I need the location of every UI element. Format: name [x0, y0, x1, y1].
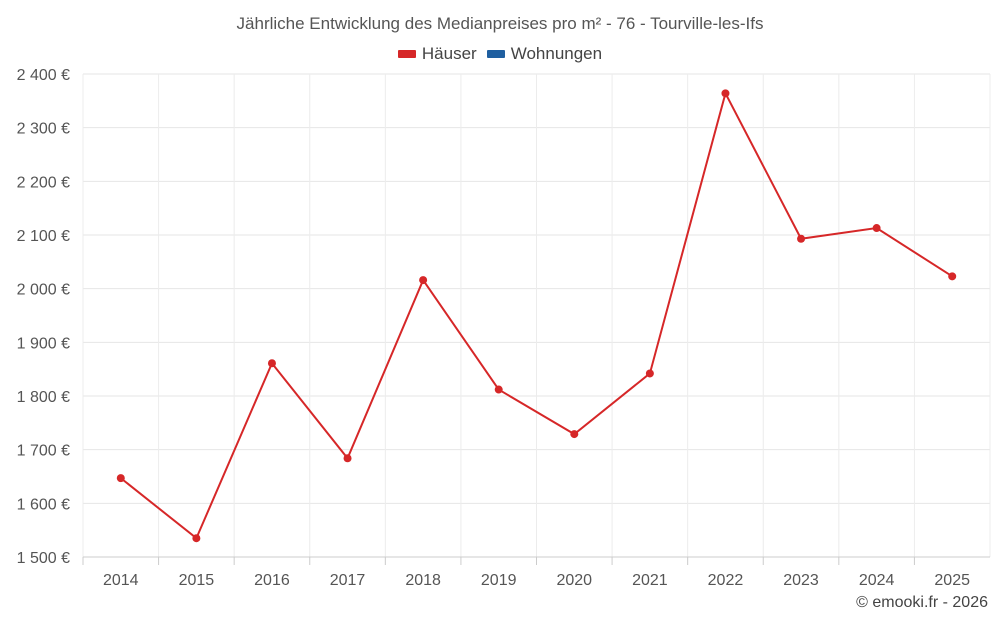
- legend-label-haeuser: Häuser: [421, 44, 477, 63]
- series-line-0: [120, 90, 953, 540]
- x-tick-label: 2024: [859, 572, 895, 589]
- x-tick-label: 2022: [708, 572, 744, 589]
- y-tick-label: 2 200 €: [17, 174, 70, 191]
- data-point: [797, 234, 806, 243]
- x-tick-label: 2025: [934, 572, 970, 589]
- data-point: [872, 224, 881, 233]
- x-tick-label: 2016: [254, 572, 290, 589]
- y-tick-label: 2 000 €: [17, 282, 70, 299]
- y-tick-label: 1 600 €: [17, 496, 70, 513]
- data-point: [192, 534, 201, 543]
- chart-title: Jährliche Entwicklung des Medianpreises …: [236, 14, 764, 33]
- data-point: [116, 474, 125, 483]
- y-tick-label: 1 800 €: [17, 389, 70, 406]
- x-tick-label: 2023: [783, 572, 819, 589]
- x-tick-label: 2019: [481, 572, 517, 589]
- x-tick-label: 2014: [103, 572, 139, 589]
- legend-item-wohnungen[interactable]: Wohnungen: [486, 44, 603, 64]
- y-tick-label: 2 100 €: [17, 228, 70, 245]
- data-point: [570, 430, 579, 439]
- data-point: [721, 89, 730, 98]
- data-point: [645, 369, 654, 378]
- data-point: [267, 359, 276, 368]
- y-tick-label: 1 500 €: [17, 550, 70, 567]
- legend-swatch-haeuser: [397, 50, 416, 58]
- y-tick-label: 2 400 €: [17, 67, 70, 84]
- y-tick-label: 1 900 €: [17, 335, 70, 352]
- credit-text: © emooki.fr - 2026: [856, 594, 988, 611]
- x-tick-label: 2018: [405, 572, 441, 589]
- data-point: [494, 385, 503, 394]
- legend: Häuser Wohnungen: [0, 44, 1000, 64]
- data-point: [343, 454, 352, 463]
- legend-label-wohnungen: Wohnungen: [510, 44, 603, 63]
- x-tick-label: 2021: [632, 572, 668, 589]
- legend-swatch-wohnungen: [486, 50, 505, 58]
- y-tick-label: 2 300 €: [17, 121, 70, 138]
- x-tick-label: 2020: [556, 572, 592, 589]
- x-tick-label: 2015: [179, 572, 215, 589]
- legend-item-haeuser[interactable]: Häuser: [397, 44, 477, 64]
- y-tick-label: 1 700 €: [17, 443, 70, 460]
- data-point: [948, 272, 957, 281]
- data-point: [419, 276, 428, 285]
- x-tick-label: 2017: [330, 572, 366, 589]
